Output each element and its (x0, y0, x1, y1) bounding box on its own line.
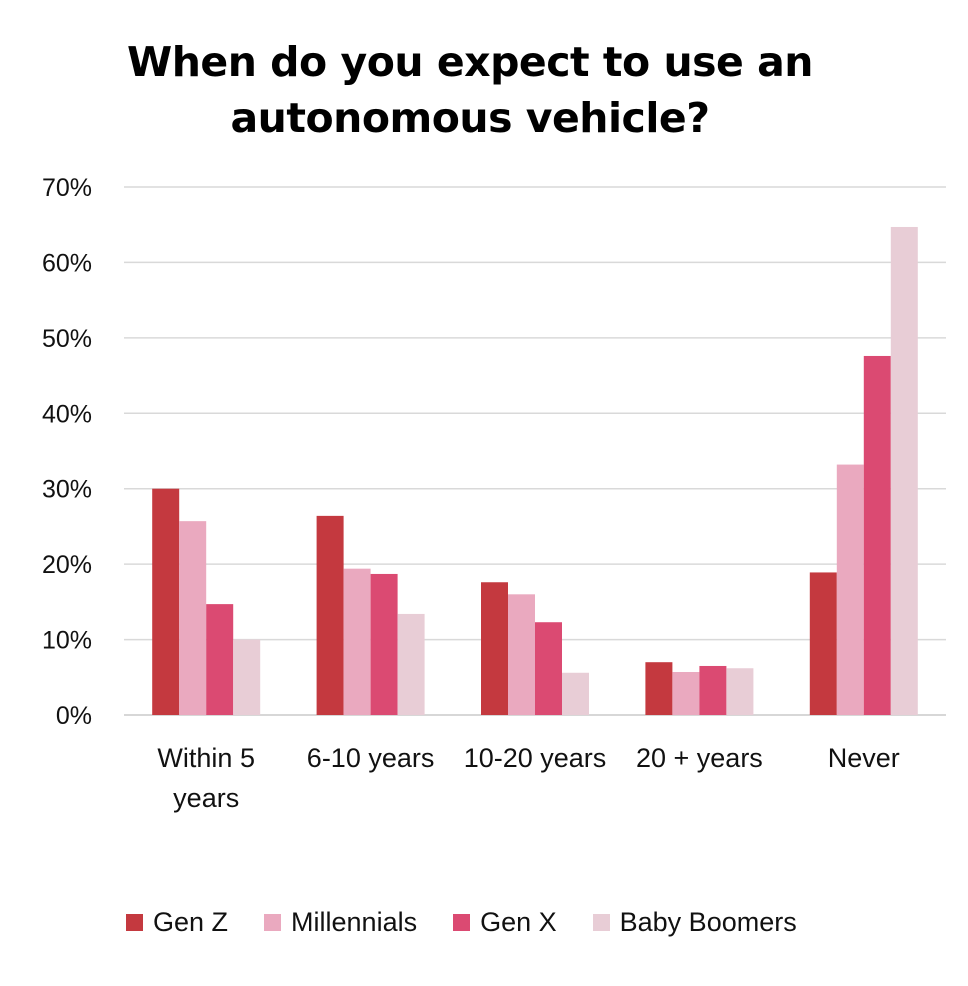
y-tick-label: 40% (42, 400, 92, 428)
y-tick-label: 0% (56, 702, 92, 730)
legend-label: Gen Z (153, 906, 229, 937)
bar (508, 594, 535, 715)
bar (672, 672, 700, 715)
bar (152, 488, 180, 715)
bar (343, 568, 371, 715)
bar (206, 604, 234, 715)
bars (152, 226, 918, 715)
bar (699, 665, 727, 715)
legend-swatch (264, 913, 282, 931)
bar (809, 572, 837, 715)
chart-title: When do you expect to use an autonomous … (0, 34, 940, 146)
bar (316, 515, 344, 715)
legend-item: Millennials (264, 907, 417, 938)
y-tick-label: 60% (42, 249, 92, 277)
legend-swatch (126, 913, 143, 931)
x-tick-label: 6-10 years (307, 743, 435, 773)
bar (645, 662, 673, 715)
legend-label: Millennials (291, 906, 418, 937)
legend-swatch (453, 913, 471, 931)
legend: Gen Z Millennials Gen X Baby Boomers (126, 902, 833, 942)
bar (726, 668, 754, 715)
bar (233, 639, 261, 715)
legend-item: Gen Z (126, 907, 228, 938)
legend-label: Gen X (480, 906, 557, 937)
y-tick-label: 70% (42, 174, 92, 202)
y-tick-label: 20% (42, 551, 92, 579)
bar (179, 521, 207, 715)
x-tick-label: Never (828, 743, 900, 773)
chart-title-line-1: When do you expect to use an (127, 38, 813, 86)
bar (481, 582, 508, 715)
bar (890, 226, 918, 715)
legend-item: Gen X (453, 907, 557, 938)
y-axis-ticks: 0% 10% 20% 30% 40% 50% 60% 70% (42, 174, 92, 730)
bar (535, 622, 562, 715)
y-tick-label: 50% (42, 325, 92, 353)
y-tick-label: 10% (42, 627, 92, 655)
bar (836, 464, 864, 715)
legend-label: Baby Boomers (619, 906, 797, 937)
legend-item: Baby Boomers (592, 906, 797, 938)
bar (863, 355, 891, 715)
bar (370, 573, 398, 715)
x-tick-label: 20 + years (636, 743, 763, 773)
x-tick-label: Within 5 years (157, 743, 255, 813)
bar (562, 672, 589, 715)
bar (397, 613, 425, 715)
chart-title-line-2: autonomous vehicle? (230, 94, 710, 142)
gridlines (124, 186, 946, 716)
y-tick-label: 30% (42, 476, 92, 504)
legend-swatch (592, 913, 610, 931)
x-tick-label: 10-20 years (464, 743, 607, 773)
x-axis-ticks: Within 5 years 6-10 years 10-20 years 20 + y… (157, 743, 899, 813)
